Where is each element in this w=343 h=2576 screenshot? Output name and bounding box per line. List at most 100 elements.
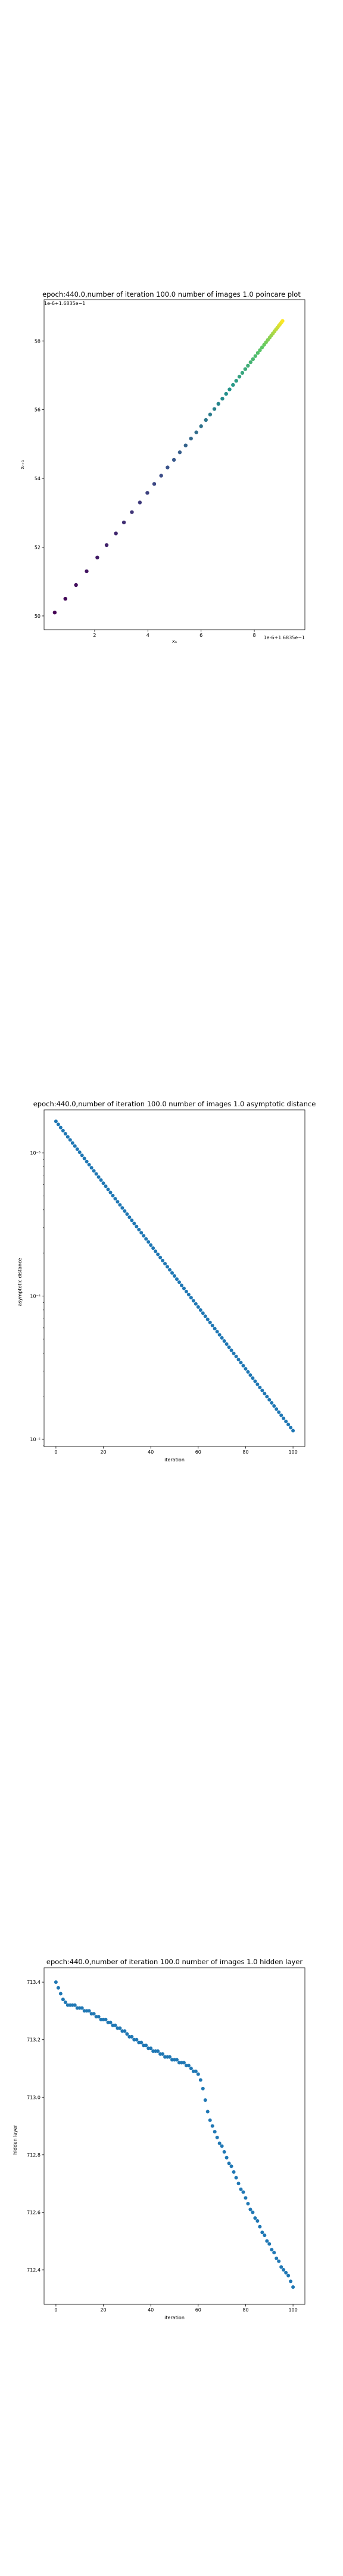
scatter-point (267, 2242, 272, 2246)
poincare-chart: epoch:440.0,number of iteration 100.0 nu… (20, 290, 305, 644)
scatter-point (149, 2046, 153, 2051)
scatter-point (156, 1252, 160, 1256)
y-tick-label: 712.6 (27, 2210, 40, 2215)
scatter-point (253, 2216, 257, 2220)
scatter-point (258, 348, 262, 353)
scatter-point (130, 1218, 134, 1222)
scatter-point (229, 1348, 233, 1352)
scatter-point (194, 1302, 198, 1306)
scatter-point (201, 2086, 205, 2090)
scatter-point (246, 363, 250, 368)
scatter-point (236, 1358, 241, 1362)
x-tick-label: 40 (148, 2307, 154, 2313)
scatter-point (170, 1271, 174, 1275)
x-tick-label: 0 (54, 2307, 57, 2313)
scatter-point (241, 2190, 245, 2194)
scatter-point (286, 1423, 291, 1427)
y-tick-label: 54 (35, 476, 40, 481)
scatter-point (258, 2225, 262, 2229)
y-tick-label: 58 (35, 338, 40, 344)
scatter-point (120, 1206, 124, 1210)
scatter-point (87, 2009, 91, 2013)
scatter-point (130, 510, 134, 514)
scatter-point (95, 555, 99, 560)
scatter-point (123, 2029, 127, 2033)
scatter-point (196, 2072, 200, 2076)
scatter-point (253, 1379, 257, 1383)
scatter-point (270, 2248, 274, 2252)
scatter-point (182, 2061, 186, 2065)
scatter-point (54, 1980, 58, 1984)
scatter-point (272, 1404, 276, 1408)
scatter-point (186, 1293, 191, 1297)
scatter-point (239, 2187, 243, 2191)
scatter-point (113, 1197, 117, 1201)
scatter-points (54, 1119, 295, 1433)
hidden-layer-chart: epoch:440.0,number of iteration 100.0 nu… (13, 1958, 305, 2320)
scatter-point (289, 1426, 293, 1430)
scatter-point (80, 1153, 84, 1158)
y-axis-label: asymptotic distance (17, 1258, 23, 1306)
scatter-point (251, 2210, 255, 2214)
scatter-point (61, 1998, 65, 2002)
offset-text-x: 1e-6+1.6835e−1 (264, 635, 305, 640)
y-tick-label: 56 (35, 407, 40, 413)
x-tick-label: 60 (195, 2307, 201, 2313)
x-tick-label: 0 (54, 1449, 57, 1455)
scatter-point (208, 2118, 212, 2122)
scatter-point (166, 465, 170, 469)
chart-title: epoch:440.0,number of iteration 100.0 nu… (33, 1100, 316, 1108)
hidden-layer-panel: epoch:440.0,number of iteration 100.0 nu… (0, 1716, 343, 2574)
scatter-point (161, 1258, 165, 1262)
scatter-point (177, 450, 182, 455)
x-tick-label: 40 (148, 1449, 154, 1455)
scatter-point (275, 1407, 279, 1411)
chart-title: epoch:440.0,number of iteration 100.0 nu… (42, 290, 301, 298)
scatter-point (260, 2230, 264, 2235)
scatter-point (168, 1268, 172, 1272)
scatter-point (227, 1345, 231, 1349)
scatter-point (212, 407, 217, 411)
y-axis-label: hidden layer (13, 2124, 18, 2155)
scatter-point (139, 1231, 144, 1235)
scatter-point (217, 2141, 222, 2145)
scatter-point (111, 1193, 115, 1197)
scatter-point (73, 2003, 77, 2007)
scatter-point (56, 1122, 60, 1127)
scatter-point (234, 1354, 238, 1358)
scatter-point (241, 1364, 245, 1368)
scatter-point (138, 500, 142, 505)
scatter-point (125, 2032, 129, 2036)
scatter-point (244, 1367, 248, 1371)
scatter-point (208, 1320, 212, 1324)
scatter-point (267, 1398, 272, 1402)
scatter-point (255, 351, 260, 355)
scatter-point (265, 1395, 269, 1399)
scatter-point (149, 1243, 153, 1247)
y-tick-label: 10⁻³ (30, 1150, 40, 1156)
y-axis-label: xₙ₊₁ (20, 460, 25, 469)
scatter-point (68, 1138, 72, 1142)
scatter-point (291, 1429, 295, 1433)
scatter-point (104, 2017, 108, 2021)
scatter-point (80, 2006, 84, 2010)
scatter-point (194, 2069, 198, 2073)
scatter-point (253, 354, 258, 358)
scatter-point (189, 2067, 193, 2071)
scatter-point (156, 2049, 160, 2054)
scatter-point (63, 2000, 67, 2004)
scatter-point (275, 2256, 279, 2260)
scatter-point (210, 2124, 214, 2128)
scatter-point (265, 2239, 269, 2243)
scatter-point (116, 1200, 120, 1204)
scatter-point (108, 1190, 113, 1194)
scatter-point (205, 1317, 210, 1321)
x-tick-label: 8 (253, 633, 256, 638)
x-tick-label: 100 (288, 2307, 297, 2313)
chart-title: epoch:440.0,number of iteration 100.0 nu… (46, 1958, 303, 1966)
scatter-point (246, 1370, 250, 1374)
scatter-point (99, 1178, 103, 1182)
scatter-point (255, 1382, 260, 1386)
scatter-point (74, 583, 78, 587)
x-tick-label: 20 (100, 2307, 106, 2313)
